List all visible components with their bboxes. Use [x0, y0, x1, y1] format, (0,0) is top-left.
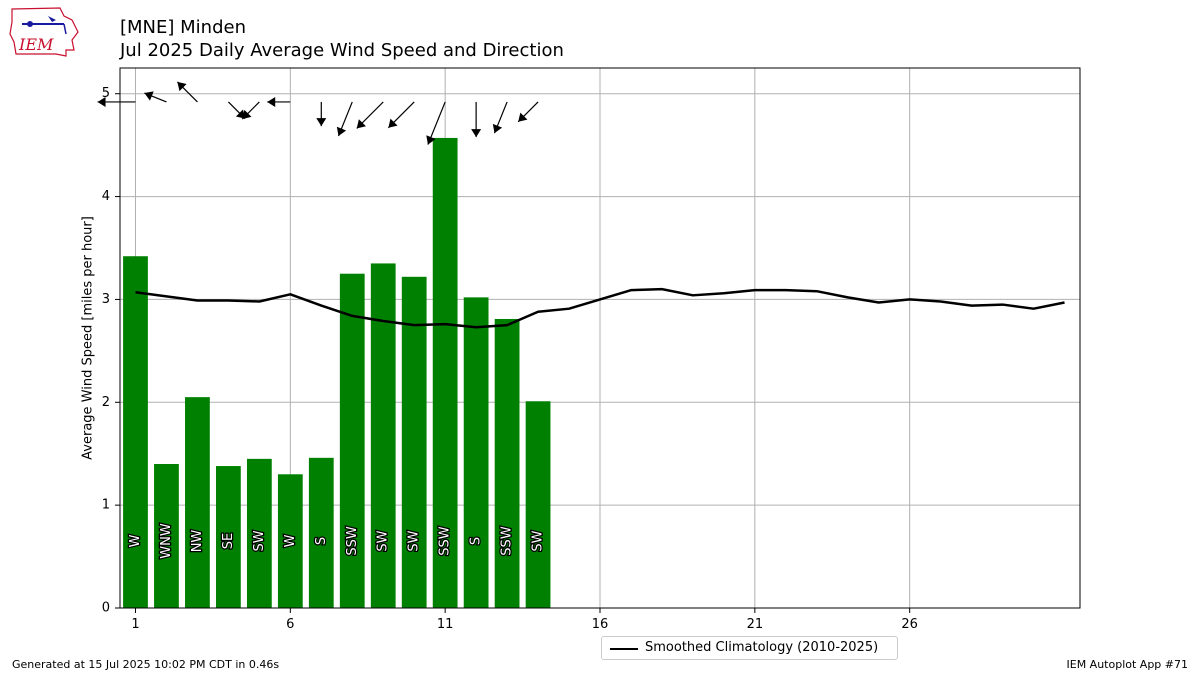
y-tick-label: 0	[102, 601, 110, 616]
bar-day-9	[370, 263, 396, 608]
generated-footer: Generated at 15 Jul 2025 10:02 PM CDT in…	[12, 658, 280, 671]
direction-label-day-14: SW	[531, 530, 546, 551]
bar-day-13	[494, 318, 520, 608]
bar-day-10	[401, 276, 427, 608]
x-tick-label: 1	[131, 617, 139, 632]
bar-day-5	[246, 458, 272, 608]
bar-day-2	[154, 464, 179, 608]
direction-label-day-9: SW	[376, 530, 391, 551]
y-axis-label: Average Wind Speed [miles per hour]	[81, 216, 96, 460]
y-tick-label: 2	[102, 395, 110, 410]
bar-day-6	[277, 474, 303, 608]
bar-day-7	[308, 457, 334, 608]
direction-label-day-11: SSW	[438, 526, 453, 556]
wind-arrow-day-12	[471, 101, 482, 138]
bar-day-12	[463, 297, 489, 608]
bar-day-1	[123, 256, 148, 608]
direction-label-day-7: S	[314, 537, 329, 545]
y-tick-label: 5	[102, 86, 110, 101]
direction-label-day-10: SW	[407, 530, 422, 551]
legend-climo-swatch	[610, 648, 638, 650]
x-tick-label: 26	[901, 617, 918, 632]
direction-label-day-1: W	[128, 534, 143, 547]
legend: Smoothed Climatology (2010-2025)	[601, 636, 898, 660]
bar-day-4	[216, 466, 241, 608]
chart-subtitle: Jul 2025 Daily Average Wind Speed and Di…	[120, 40, 564, 61]
bar-day-14	[525, 401, 551, 608]
direction-label-day-3: NW	[190, 530, 205, 553]
x-tick-label: 6	[286, 617, 294, 632]
wind-arrow-day-6	[267, 96, 291, 107]
legend-climo-label: Smoothed Climatology (2010-2025)	[645, 640, 879, 655]
wind-arrow-day-4	[227, 101, 246, 120]
wind-arrow-day-14	[517, 101, 539, 123]
direction-label-day-8: SSW	[345, 526, 360, 556]
x-tick-label: 21	[747, 617, 764, 632]
direction-label-day-12: S	[469, 537, 484, 545]
direction-label-day-2: WNW	[159, 523, 174, 559]
wind-arrow-day-5	[241, 101, 260, 120]
climatology-line	[135, 287, 1065, 329]
y-tick-label: 1	[102, 498, 110, 513]
x-tick-label: 16	[592, 617, 609, 632]
wind-arrow-day-1	[97, 96, 136, 107]
direction-label-day-5: SW	[252, 530, 267, 551]
bar-day-11	[432, 137, 458, 608]
autoplot-footer: IEM Autoplot App #71	[1066, 658, 1189, 671]
iem-logo: IEM	[8, 6, 80, 58]
wind-arrow-day-7	[316, 101, 327, 127]
y-tick-label: 4	[102, 189, 110, 204]
wind-arrow-day-11	[426, 101, 446, 145]
wind-arrow-day-2	[144, 91, 167, 103]
bar-day-8	[339, 273, 365, 608]
x-tick-label: 11	[437, 617, 454, 632]
direction-label-day-6: W	[283, 534, 298, 547]
direction-label-day-13: SSW	[500, 526, 515, 556]
wind-arrow-day-3	[176, 81, 198, 103]
bar-day-3	[185, 397, 210, 608]
wind-arrow-day-8	[336, 101, 353, 137]
logo-text: IEM	[18, 35, 54, 54]
y-tick-label: 3	[102, 292, 110, 307]
direction-label-day-4: SE	[221, 533, 236, 549]
wind-arrow-day-9	[356, 101, 384, 129]
wind-arrow-day-10	[387, 101, 415, 129]
chart-title: [MNE] Minden	[120, 17, 246, 38]
wind-arrow-day-13	[492, 101, 508, 134]
